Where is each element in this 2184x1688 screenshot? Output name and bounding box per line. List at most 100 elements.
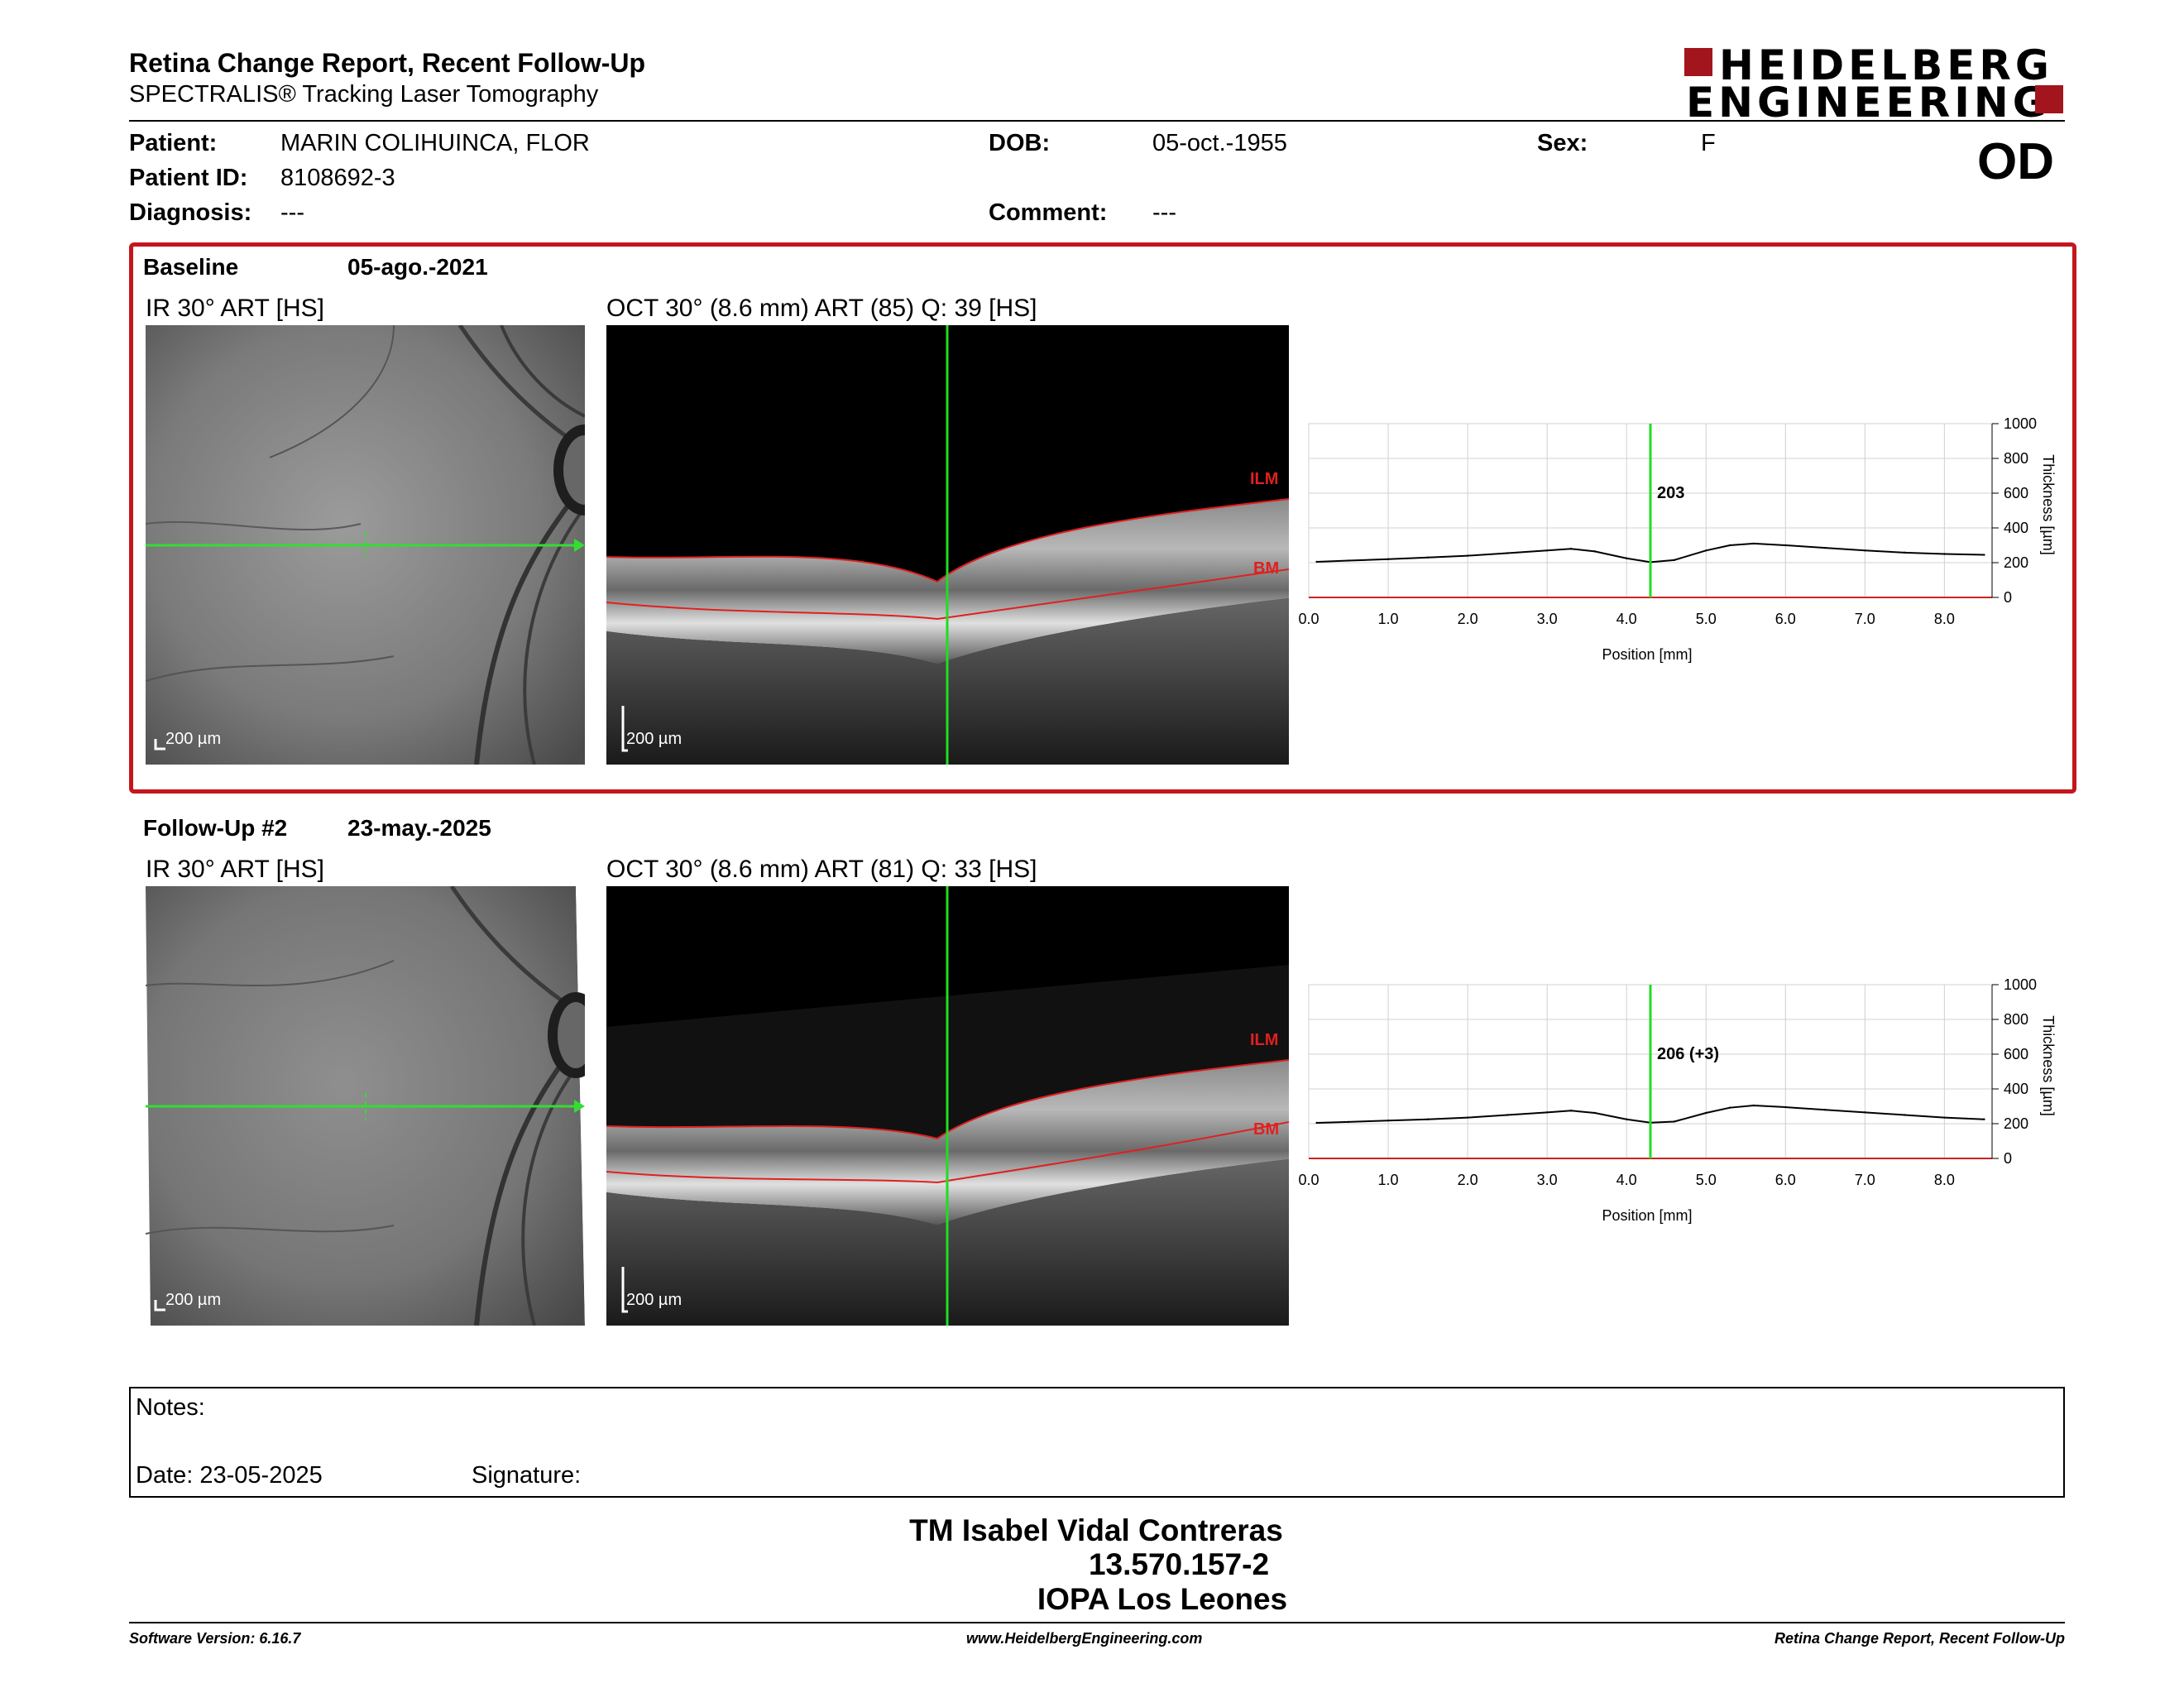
patient-name-label: Patient: <box>129 130 218 156</box>
baseline-thickness-chart: 0.0 1.0 2.0 3.0 4.0 5.0 6.0 7.0 8.0 0 200 400 600 800… <box>1298 415 2057 663</box>
footer-divider <box>129 1622 2065 1623</box>
thickness-point <box>1705 1111 1707 1115</box>
x-tick-label: 4.0 <box>1616 1172 1637 1188</box>
y-tick-label: 600 <box>2004 1046 2028 1062</box>
x-tick-label: 7.0 <box>1855 611 1875 627</box>
thickness-point <box>1784 1105 1787 1109</box>
dob-label: DOB: <box>989 130 1051 156</box>
y-tick-label: 0 <box>2004 1150 2012 1167</box>
thickness-point <box>1864 549 1866 552</box>
cursor-value: 203 <box>1657 484 1684 502</box>
thickness-point <box>1752 1104 1755 1107</box>
followup-oct-scale: 200 µm <box>626 1291 682 1309</box>
x-tick-label: 8.0 <box>1934 611 1955 627</box>
signer-name: TM Isabel Vidal Contreras <box>909 1513 1283 1547</box>
logo-square-top <box>1684 48 1712 76</box>
thickness-point <box>1315 560 1318 563</box>
thickness-point <box>1705 549 1707 552</box>
thickness-point <box>1824 1109 1827 1111</box>
thickness-point <box>1466 1116 1469 1119</box>
diagnosis-value: --- <box>280 199 304 226</box>
eye-indicator: OD <box>1977 133 2054 190</box>
thickness-point <box>1593 550 1596 553</box>
signer-rut: 13.570.157-2 <box>1088 1547 1270 1581</box>
thickness-point <box>1824 546 1827 549</box>
thickness-point <box>1426 1118 1430 1120</box>
baseline-oct-image: ILM BM 200 µm <box>606 325 1289 765</box>
thickness-point <box>1983 554 1985 556</box>
x-tick-label: 3.0 <box>1537 611 1558 627</box>
y-tick-label: 200 <box>2004 1115 2028 1132</box>
x-tick-label: 2.0 <box>1458 611 1478 627</box>
baseline-ilm-label: ILM <box>1250 470 1278 488</box>
sex-label: Sex: <box>1537 130 1588 156</box>
thickness-point <box>1347 1120 1350 1124</box>
baseline-ir-image: 200 µm <box>146 325 585 765</box>
y-tick-label: 200 <box>2004 554 2028 571</box>
baseline-section <box>129 242 2076 794</box>
x-tick-label: 4.0 <box>1616 611 1637 627</box>
thickness-point <box>1426 556 1430 559</box>
y-tick-label: 0 <box>2004 589 2012 606</box>
followup-date: 23-may.-2025 <box>347 815 491 841</box>
report-subtitle: SPECTRALIS® Tracking Laser Tomography <box>129 81 599 108</box>
followup-ir-scale: 200 µm <box>165 1291 222 1309</box>
x-axis-label: Position [mm] <box>1602 646 1692 663</box>
y-tick-label: 400 <box>2004 520 2028 536</box>
x-tick-label: 7.0 <box>1855 1172 1875 1188</box>
followup-label: Follow-Up #2 <box>143 815 288 841</box>
thickness-point <box>1673 1120 1676 1123</box>
dob-value: 05-oct.-1955 <box>1152 130 1287 156</box>
footer-report-name: Retina Change Report, Recent Follow-Up <box>1774 1630 2065 1647</box>
thickness-point <box>1569 548 1573 550</box>
thickness-point <box>1943 1116 1946 1119</box>
thickness-point <box>1983 1118 1985 1120</box>
logo-square-bottom <box>2035 85 2063 113</box>
thickness-point <box>1387 1120 1390 1122</box>
thickness-point <box>1593 1111 1596 1115</box>
patient-name: MARIN COLIHUINCA, FLOR <box>280 130 590 156</box>
notes-label: Notes: <box>136 1394 205 1421</box>
thickness-point <box>1943 553 1946 555</box>
x-tick-label: 2.0 <box>1458 1172 1478 1188</box>
baseline-ir-title: IR 30° ART [HS] <box>146 295 324 322</box>
thickness-point <box>1752 542 1755 545</box>
diagnosis-label: Diagnosis: <box>129 199 252 226</box>
thickness-point <box>1904 1114 1906 1116</box>
x-tick-label: 5.0 <box>1696 1172 1717 1188</box>
x-tick-label: 5.0 <box>1696 611 1717 627</box>
x-tick-label: 1.0 <box>1378 1172 1399 1188</box>
followup-bm-label: BM <box>1253 1120 1279 1139</box>
baseline-label: Baseline <box>143 254 239 280</box>
baseline-ir-scale: 200 µm <box>165 730 222 748</box>
thickness-point <box>1569 1110 1573 1112</box>
x-tick-label: 0.0 <box>1298 1172 1319 1188</box>
sex-value: F <box>1701 130 1716 156</box>
thickness-point <box>1387 558 1390 560</box>
report-title: Retina Change Report, Recent Follow-Up <box>129 48 646 78</box>
thickness-point <box>1625 1118 1628 1120</box>
followup-thickness-chart: 0.0 1.0 2.0 3.0 4.0 5.0 6.0 7.0 8.0 0 200 400 600 800… <box>1298 976 2057 1224</box>
notes-box[interactable] <box>129 1387 2065 1498</box>
comment-label: Comment: <box>989 199 1108 226</box>
website-link[interactable]: www.HeidelbergEngineering.com <box>966 1630 1203 1647</box>
logo-line1: HEIDELBERG <box>1719 41 2053 89</box>
y-tick-label: 600 <box>2004 485 2028 501</box>
thickness-point <box>1545 1111 1549 1114</box>
comment-value: --- <box>1152 199 1176 226</box>
signature-label: Signature: <box>472 1462 582 1489</box>
thickness-point <box>1466 554 1469 557</box>
thickness-point <box>1315 1121 1318 1125</box>
y-tick-label: 1000 <box>2004 415 2037 432</box>
baseline-date: 05-ago.-2021 <box>347 254 488 280</box>
baseline-oct-scale: 200 µm <box>626 730 682 748</box>
followup-ir-image: 200 µm <box>146 886 585 1326</box>
thickness-point <box>1904 551 1906 554</box>
logo-line2: ENGINEERING <box>1686 79 2051 127</box>
signer-institution: IOPA Los Leones <box>1037 1582 1288 1616</box>
heidelberg-logo: HEIDELBERG ENGINEERING <box>1684 41 2065 123</box>
y-axis-label: Thickness [µm] <box>2040 1015 2057 1115</box>
patient-id: 8108692-3 <box>280 165 395 191</box>
thickness-point <box>1347 559 1350 562</box>
thickness-point <box>1784 544 1787 547</box>
